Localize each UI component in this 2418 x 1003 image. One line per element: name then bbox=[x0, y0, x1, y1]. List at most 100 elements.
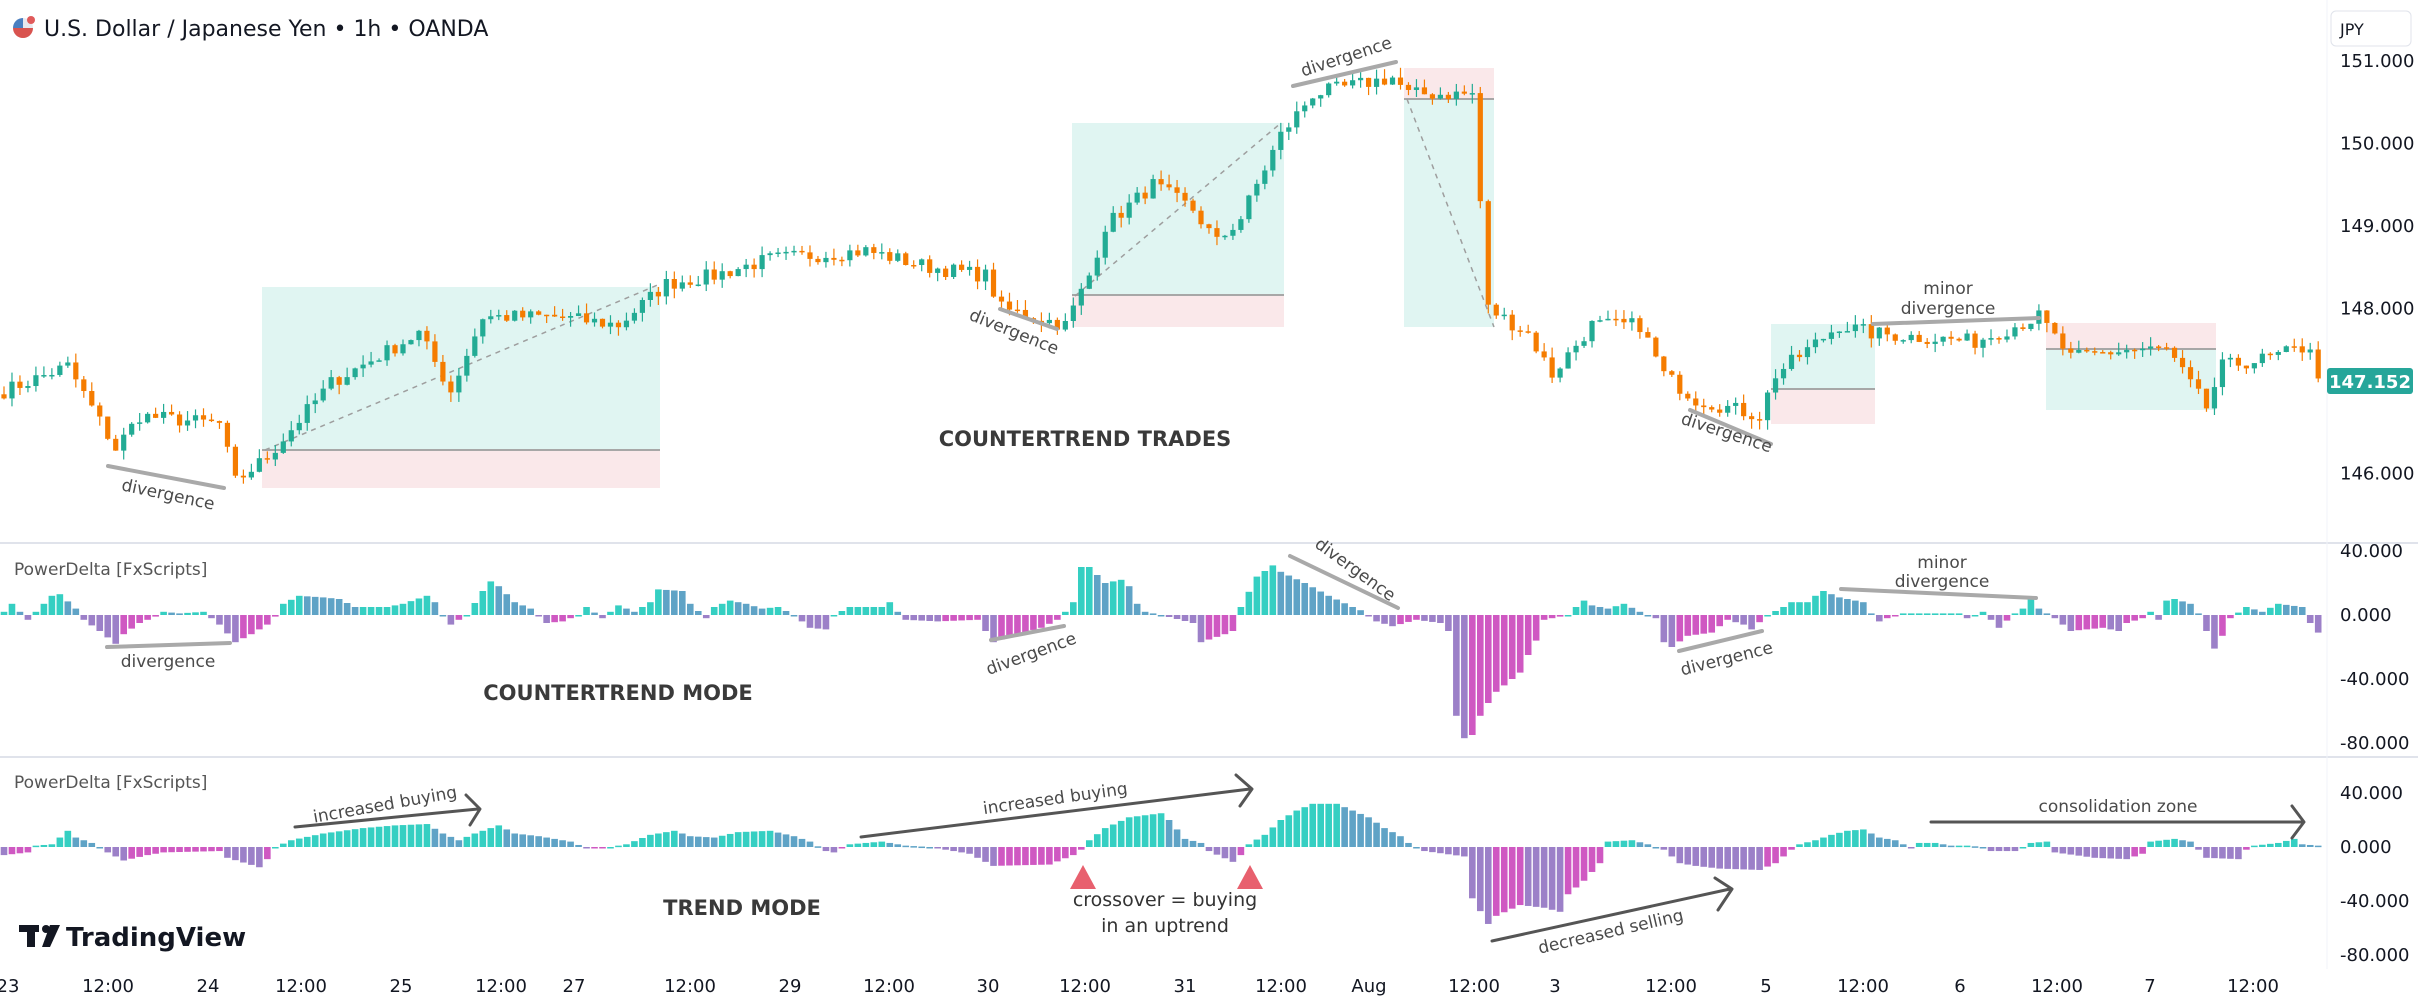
histogram-bar bbox=[2282, 840, 2290, 847]
candle bbox=[2084, 347, 2090, 353]
histogram-bar bbox=[1724, 847, 1731, 869]
candle bbox=[1078, 283, 1084, 315]
candle bbox=[2124, 344, 2130, 359]
candle bbox=[2052, 322, 2058, 335]
candle-body bbox=[2171, 347, 2178, 358]
candle-body bbox=[2251, 363, 2257, 369]
candle-body bbox=[807, 252, 813, 259]
tradingview-logo[interactable]: TradingView bbox=[19, 923, 246, 953]
candle-body bbox=[711, 269, 717, 280]
histogram-bar bbox=[631, 841, 638, 847]
candle bbox=[288, 421, 294, 447]
candle-body bbox=[1916, 334, 1922, 342]
candle bbox=[679, 275, 685, 292]
histogram-bar bbox=[1716, 847, 1723, 869]
histogram-bar bbox=[16, 847, 24, 854]
histogram-bar bbox=[1373, 822, 1380, 847]
histogram-bar bbox=[1093, 834, 1101, 847]
candle bbox=[1086, 272, 1092, 290]
histogram-bar bbox=[1365, 615, 1372, 617]
histogram-bar bbox=[1349, 607, 1356, 615]
time-tick-label: 27 bbox=[563, 976, 586, 997]
histogram-bar bbox=[1844, 830, 1851, 847]
current-price-label: 147.152 bbox=[2327, 368, 2413, 394]
histogram-bar bbox=[2043, 841, 2051, 847]
candle-body bbox=[823, 257, 829, 263]
candle-body bbox=[847, 250, 853, 261]
candle bbox=[560, 308, 566, 321]
histogram-bar bbox=[631, 611, 638, 615]
histogram-bar bbox=[168, 612, 175, 615]
indicator2-title[interactable]: PowerDelta [FxScripts] bbox=[14, 773, 207, 793]
histogram-bar bbox=[1860, 829, 1867, 847]
indicator-axes[interactable]: 40.000 0.000 -40.000 -80.000 40.000 0.000 -40.… bbox=[2340, 541, 2409, 966]
histogram-bar bbox=[1014, 847, 1021, 866]
histogram-bar bbox=[1333, 803, 1340, 847]
candle bbox=[783, 246, 789, 260]
symbol-header[interactable]: U.S. Dollar / Japanese Yen • 1h • OANDA bbox=[13, 16, 488, 42]
candle-body bbox=[2100, 352, 2106, 354]
candle-body bbox=[496, 315, 502, 317]
candle bbox=[1437, 87, 1443, 100]
candle-body bbox=[192, 415, 199, 421]
candle-body bbox=[1110, 212, 1116, 232]
candle bbox=[1022, 300, 1029, 319]
indicator1-title[interactable]: PowerDelta [FxScripts] bbox=[14, 560, 207, 580]
histogram-bar bbox=[655, 833, 662, 847]
histogram-bar bbox=[910, 846, 918, 848]
candle-body bbox=[1318, 95, 1324, 99]
histogram-bar bbox=[96, 847, 104, 849]
time-tick-label: 12:00 bbox=[1255, 976, 1307, 997]
candle bbox=[943, 265, 949, 280]
price-axis[interactable]: 151.000 150.000 149.000 148.000 146.000 bbox=[2340, 51, 2414, 485]
histogram-bar bbox=[256, 847, 263, 868]
histogram-bar bbox=[1109, 824, 1117, 847]
candle-body bbox=[1126, 202, 1132, 218]
histogram-bar bbox=[287, 840, 295, 847]
candle bbox=[1070, 297, 1076, 328]
histogram-bar bbox=[351, 607, 359, 615]
currency-badge[interactable]: JPY bbox=[2330, 10, 2412, 47]
candle bbox=[272, 445, 278, 467]
histogram-bar bbox=[1907, 847, 1915, 849]
histogram-bar bbox=[1357, 610, 1364, 615]
histogram-bar bbox=[511, 833, 519, 847]
candle-body bbox=[1988, 338, 1994, 340]
histogram-bar bbox=[1261, 571, 1269, 615]
histogram-bar bbox=[766, 830, 774, 847]
candle-body bbox=[1884, 327, 1890, 335]
candle bbox=[113, 434, 119, 451]
histogram-bar bbox=[24, 847, 32, 853]
candle-body bbox=[97, 405, 103, 417]
candle bbox=[512, 310, 518, 322]
candle-body bbox=[567, 316, 574, 318]
candle bbox=[1134, 187, 1140, 205]
time-axis[interactable]: 23 12:00 24 12:00 25 12:00 27 12:00 29 12:00 30 12:… bbox=[0, 976, 2279, 997]
candle-body bbox=[1653, 337, 1659, 357]
histogram-bar bbox=[471, 603, 479, 615]
indicator-tick-label: 40.000 bbox=[2340, 783, 2403, 804]
candle bbox=[464, 348, 470, 382]
histogram-bar bbox=[463, 615, 471, 617]
candle bbox=[296, 414, 302, 435]
candle bbox=[344, 367, 350, 386]
histogram-bar bbox=[758, 831, 766, 847]
candle bbox=[1294, 101, 1300, 134]
histogram-bar bbox=[1141, 815, 1149, 847]
histogram-bar bbox=[200, 611, 207, 615]
histogram-bar bbox=[671, 590, 678, 615]
candle-body bbox=[2179, 357, 2186, 368]
candle bbox=[2251, 363, 2257, 374]
candle-body bbox=[1613, 318, 1619, 321]
histogram-bar bbox=[1915, 613, 1923, 615]
histogram-bar bbox=[774, 832, 782, 847]
histogram-bar bbox=[479, 591, 487, 615]
candle-body bbox=[1158, 179, 1164, 185]
candle-body bbox=[1892, 334, 1898, 341]
histogram-bar bbox=[535, 615, 542, 617]
histogram-bar bbox=[1157, 615, 1165, 617]
histogram-bar bbox=[1524, 615, 1532, 655]
histogram-bar bbox=[1804, 602, 1811, 615]
histogram-bar bbox=[2203, 847, 2210, 858]
